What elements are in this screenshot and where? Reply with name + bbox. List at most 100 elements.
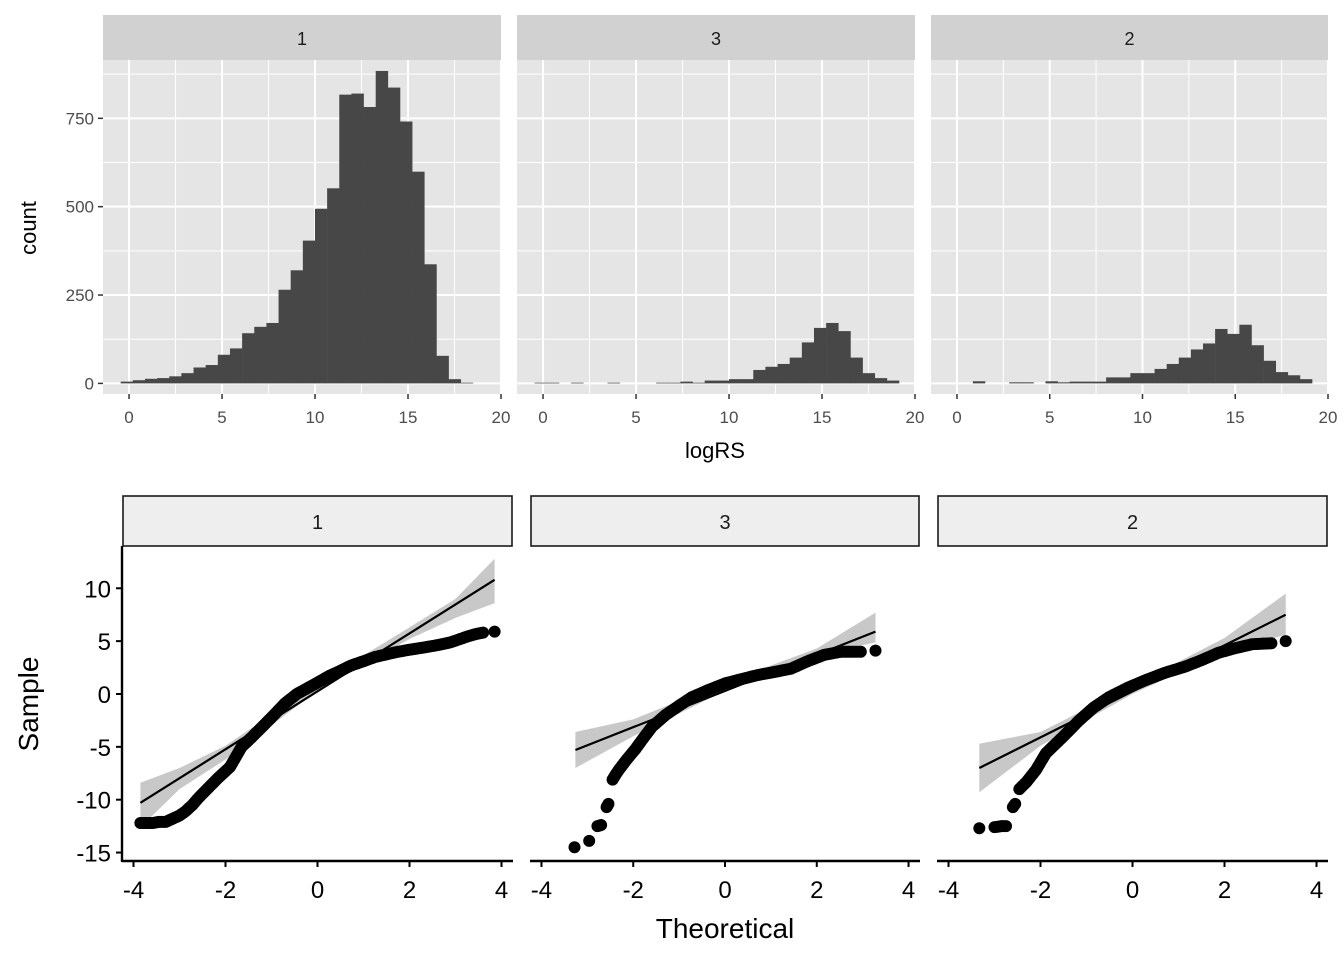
histogram-bar xyxy=(254,326,267,384)
facet-strip-label: 3 xyxy=(711,29,721,49)
x-tick-label: 4 xyxy=(495,877,508,904)
histogram-bar xyxy=(302,240,316,384)
hist-x-axis-title: logRS xyxy=(685,438,745,463)
histogram-bar xyxy=(1142,373,1155,384)
histogram-bar xyxy=(728,379,742,384)
histogram-bar xyxy=(181,373,194,384)
histogram-bar xyxy=(801,342,815,384)
x-tick-label: 15 xyxy=(399,408,418,427)
histogram-bar xyxy=(1154,368,1167,384)
histogram-bar xyxy=(1081,381,1095,384)
histogram-bar xyxy=(399,121,413,384)
x-tick-label: 0 xyxy=(718,877,731,904)
facet-strip-label: 1 xyxy=(297,29,307,49)
histogram-bar xyxy=(692,382,705,384)
qq-point xyxy=(973,822,986,835)
histogram-bar xyxy=(1106,377,1119,384)
confidence-band xyxy=(979,593,1286,793)
histogram-bar xyxy=(436,355,449,384)
histogram-bar xyxy=(765,366,778,384)
x-tick-label: 2 xyxy=(1218,877,1231,904)
x-tick-label: 10 xyxy=(720,408,739,427)
histogram-bar xyxy=(1178,357,1192,384)
x-tick-label: 0 xyxy=(1126,877,1139,904)
facet-strip xyxy=(931,15,1328,60)
x-tick-label: 15 xyxy=(813,408,832,427)
x-tick-label: 2 xyxy=(810,877,823,904)
histogram-bar xyxy=(1215,328,1228,384)
histogram-bar xyxy=(607,382,620,384)
histogram-bar xyxy=(741,379,754,384)
x-tick-label: 15 xyxy=(1226,408,1245,427)
qq-facets: 1 -4 -2 0 2 4 10 5 0 -5 -10 -15 3 -4 -2 0 2 4 2 -4 -2 0 2 4 xyxy=(76,495,1328,904)
histogram-bar xyxy=(571,382,584,384)
x-tick-label: 0 xyxy=(124,408,133,427)
histogram-bar xyxy=(813,327,827,384)
facet-strip xyxy=(937,495,1328,547)
histogram-bar xyxy=(668,382,681,384)
histogram-bar xyxy=(1045,381,1058,384)
x-tick-label: -2 xyxy=(215,877,236,904)
histogram-bar xyxy=(424,264,437,384)
facet-strip-label: 2 xyxy=(1124,29,1134,49)
x-tick-label: -2 xyxy=(1030,877,1051,904)
histogram-bar xyxy=(862,373,876,384)
histogram-bar xyxy=(375,70,389,384)
histogram-bar xyxy=(1287,375,1301,384)
histogram-bar xyxy=(1299,379,1313,384)
hist-y-axis-title: count xyxy=(16,201,41,255)
histogram-bar xyxy=(339,94,352,384)
histogram-bar xyxy=(314,208,328,384)
qq-reference-line xyxy=(139,578,496,804)
qq-point xyxy=(568,841,581,854)
qq-point xyxy=(477,626,490,639)
histogram-bar xyxy=(716,380,730,384)
histogram-bar xyxy=(290,270,304,384)
histogram-bar xyxy=(266,322,279,384)
qq-point xyxy=(602,797,615,810)
x-tick-label: 10 xyxy=(1133,408,1152,427)
qq-point xyxy=(854,645,867,658)
histogram-bar xyxy=(546,382,560,384)
qq-point xyxy=(488,625,501,638)
histogram-panel-2: 20 5 10 15 20 xyxy=(931,15,1337,427)
qq-point xyxy=(583,834,596,847)
x-tick-label: 4 xyxy=(902,877,915,904)
histogram-bar xyxy=(886,380,900,384)
qq-point xyxy=(1000,820,1012,833)
histogram-bar xyxy=(838,331,851,384)
x-tick-label: 5 xyxy=(1045,408,1054,427)
facet-strip xyxy=(122,495,513,547)
facet-strip xyxy=(517,15,915,60)
histogram-bar xyxy=(120,381,134,384)
facet-strip xyxy=(530,495,920,547)
histogram-bar xyxy=(157,378,170,384)
histogram-bar xyxy=(460,382,474,384)
x-tick-label: 10 xyxy=(306,408,325,427)
x-tick-label: 0 xyxy=(538,408,547,427)
histogram-bar xyxy=(826,322,839,384)
histogram-bar xyxy=(1190,349,1204,384)
y-tick-label: 5 xyxy=(98,629,111,656)
y-tick-label: -15 xyxy=(76,841,111,868)
histogram-bar xyxy=(229,348,243,384)
histogram-bar xyxy=(193,367,206,384)
facet-strip-label: 2 xyxy=(1127,512,1138,534)
y-tick-label: -5 xyxy=(90,735,111,762)
y-tick-label: 0 xyxy=(98,682,111,709)
histogram-bar xyxy=(169,376,182,384)
qq-x-axis-title: Theoretical xyxy=(656,913,795,944)
qq-panel-2: 2 -4 -2 0 2 4 xyxy=(937,495,1328,904)
histogram-bar xyxy=(1057,382,1071,384)
histogram-bar xyxy=(205,365,219,384)
histogram-panel-3: 3 0 5 10 15 20 xyxy=(517,15,924,427)
histogram-bar xyxy=(351,93,364,384)
facet-strip-label: 1 xyxy=(312,512,323,534)
histogram-bar xyxy=(753,369,766,384)
qq-panel-3: 3 -4 -2 0 2 4 xyxy=(530,495,920,904)
y-tick-label: -10 xyxy=(76,788,111,815)
qq-point xyxy=(869,644,882,657)
histogram-bar xyxy=(278,289,291,384)
